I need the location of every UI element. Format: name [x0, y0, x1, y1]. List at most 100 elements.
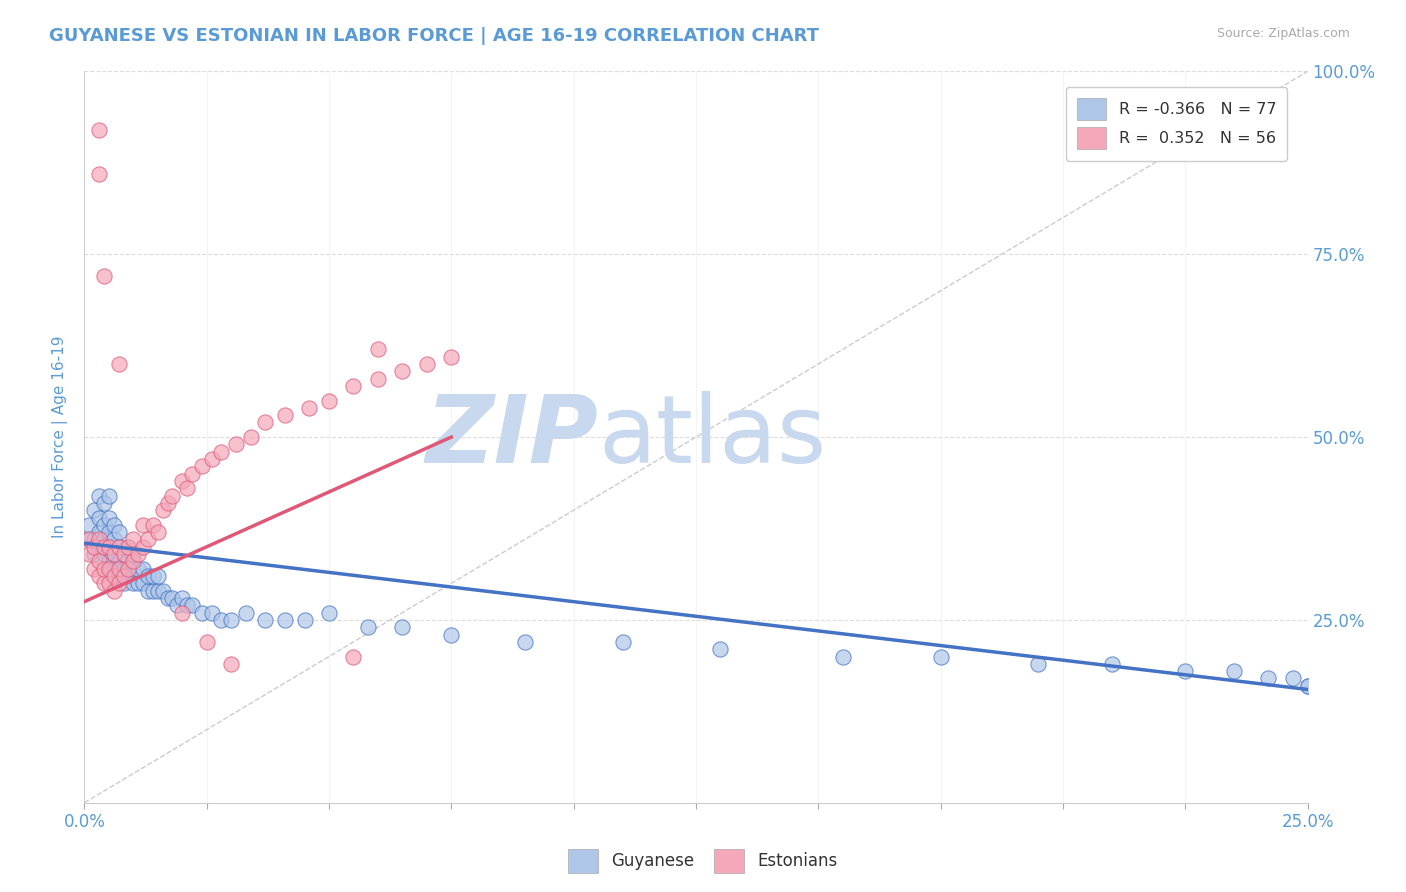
Point: [117, 540, 139, 554]
Point: [107, 569, 129, 583]
Point: [93, 540, 115, 554]
Point: [1174, 664, 1197, 678]
Point: [219, 613, 242, 627]
Text: GUYANESE VS ESTONIAN IN LABOR FORCE | AGE 16-19 CORRELATION CHART: GUYANESE VS ESTONIAN IN LABOR FORCE | AG…: [49, 27, 820, 45]
Point: [122, 576, 145, 591]
Point: [274, 613, 297, 627]
Point: [112, 547, 135, 561]
Point: [97, 540, 120, 554]
Point: [156, 591, 179, 605]
Point: [122, 547, 145, 561]
Point: [132, 517, 155, 532]
Point: [146, 583, 169, 598]
Point: [117, 569, 139, 583]
Point: [107, 540, 129, 554]
Point: [146, 525, 169, 540]
Point: [97, 510, 120, 524]
Point: [172, 591, 194, 605]
Point: [103, 547, 125, 561]
Point: [127, 547, 149, 561]
Point: [172, 606, 194, 620]
Point: [103, 517, 125, 532]
Point: [77, 517, 100, 532]
Point: [200, 606, 222, 620]
Point: [1296, 679, 1319, 693]
Point: [342, 649, 364, 664]
Point: [117, 562, 139, 576]
Point: [107, 357, 129, 371]
Point: [122, 562, 145, 576]
Point: [254, 416, 277, 430]
Point: [87, 525, 110, 540]
Point: [103, 562, 125, 576]
Point: [225, 437, 247, 451]
Point: [342, 379, 364, 393]
Point: [97, 562, 120, 576]
Point: [112, 569, 135, 583]
Point: [107, 540, 129, 554]
Point: [77, 533, 100, 547]
Point: [1296, 679, 1319, 693]
Point: [142, 569, 165, 583]
Point: [831, 649, 853, 664]
Point: [103, 569, 125, 583]
Point: [357, 620, 380, 634]
Point: [103, 547, 125, 561]
Point: [391, 364, 413, 378]
Point: [1257, 672, 1279, 686]
Point: [132, 562, 155, 576]
Legend: Guyanese, Estonians: Guyanese, Estonians: [561, 842, 845, 880]
Point: [152, 503, 174, 517]
Point: [103, 583, 125, 598]
Point: [1028, 657, 1050, 671]
Point: [181, 467, 204, 481]
Point: [122, 554, 145, 568]
Point: [93, 269, 115, 284]
Point: [93, 517, 115, 532]
Point: [200, 452, 222, 467]
Point: [87, 123, 110, 137]
Point: [117, 540, 139, 554]
Text: atlas: atlas: [598, 391, 827, 483]
Point: [87, 554, 110, 568]
Point: [176, 481, 198, 495]
Point: [440, 627, 463, 641]
Point: [122, 533, 145, 547]
Point: [235, 606, 257, 620]
Point: [239, 430, 262, 444]
Point: [367, 371, 389, 385]
Point: [172, 474, 194, 488]
Point: [162, 489, 184, 503]
Point: [103, 533, 125, 547]
Point: [77, 533, 100, 547]
Text: Source: ZipAtlas.com: Source: ZipAtlas.com: [1216, 27, 1350, 40]
Point: [136, 583, 159, 598]
Point: [416, 357, 439, 371]
Point: [1223, 664, 1246, 678]
Point: [195, 635, 218, 649]
Point: [294, 613, 316, 627]
Point: [87, 569, 110, 583]
Point: [142, 517, 165, 532]
Point: [136, 533, 159, 547]
Point: [112, 547, 135, 561]
Point: [127, 576, 149, 591]
Point: [87, 489, 110, 503]
Point: [97, 540, 120, 554]
Point: [107, 525, 129, 540]
Point: [112, 576, 135, 591]
Point: [152, 583, 174, 598]
Point: [1282, 672, 1305, 686]
Point: [176, 599, 198, 613]
Point: [107, 562, 129, 576]
Point: [93, 533, 115, 547]
Point: [83, 533, 105, 547]
Point: [162, 591, 184, 605]
Point: [181, 599, 204, 613]
Point: [191, 606, 214, 620]
Point: [440, 350, 463, 364]
Point: [93, 547, 115, 561]
Point: [132, 540, 155, 554]
Point: [87, 540, 110, 554]
Point: [83, 503, 105, 517]
